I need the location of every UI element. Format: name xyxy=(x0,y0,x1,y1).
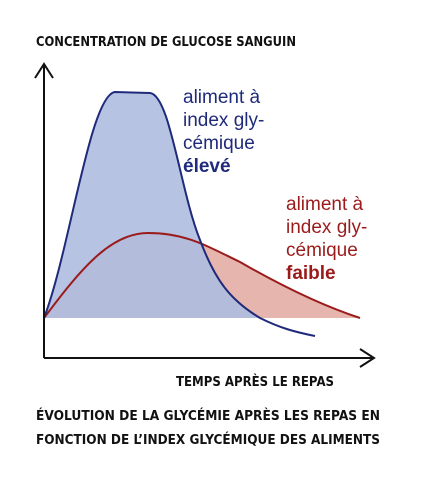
high-gi-area xyxy=(44,92,260,318)
low-gi-curve xyxy=(43,231,361,319)
caption-line: ÉVOLUTION DE LA GLYCÉMIE APRÈS LES REPAS… xyxy=(36,408,380,424)
curve-label: cémique xyxy=(183,133,255,154)
caption-line: FONCTION DE L’INDEX GLYCÉMIQUE DES ALIME… xyxy=(36,432,380,448)
curve-label: aliment à xyxy=(286,194,364,215)
y-axis xyxy=(34,62,54,358)
y-axis-label: CONCENTRATION DE GLUCOSE SANGUIN xyxy=(36,35,296,50)
x-axis xyxy=(44,348,376,368)
curve-label: aliment à xyxy=(183,87,261,108)
curve-label-emphasis: faible xyxy=(286,263,336,284)
curve-label: index gly- xyxy=(286,217,367,238)
x-axis-label: TEMPS APRÈS LE REPAS xyxy=(176,374,334,390)
curve-label: cémique xyxy=(286,240,358,261)
curve-label: index gly- xyxy=(183,110,264,131)
high-gi-curve xyxy=(43,90,316,337)
curve-label-emphasis: élevé xyxy=(183,156,231,177)
